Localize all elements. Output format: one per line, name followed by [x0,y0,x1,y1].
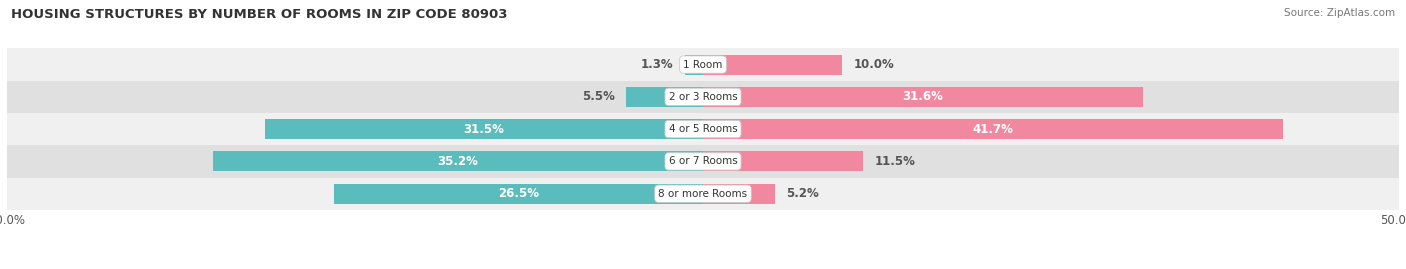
Text: HOUSING STRUCTURES BY NUMBER OF ROOMS IN ZIP CODE 80903: HOUSING STRUCTURES BY NUMBER OF ROOMS IN… [11,8,508,21]
Bar [214,151,703,171]
Text: 41.7%: 41.7% [973,123,1014,136]
Bar [264,119,703,139]
Bar [703,151,863,171]
Text: 5.5%: 5.5% [582,90,616,103]
Text: 2 or 3 Rooms: 2 or 3 Rooms [669,92,737,102]
Bar [7,81,1399,113]
Bar [703,184,775,204]
Bar [703,87,1143,107]
Text: 11.5%: 11.5% [875,155,915,168]
Text: 31.5%: 31.5% [464,123,505,136]
Bar [7,145,1399,178]
Bar [703,119,1284,139]
Text: 4 or 5 Rooms: 4 or 5 Rooms [669,124,737,134]
Bar [627,87,703,107]
Text: 1 Room: 1 Room [683,59,723,70]
Text: 26.5%: 26.5% [498,187,538,200]
Text: 6 or 7 Rooms: 6 or 7 Rooms [669,156,737,167]
Bar [7,48,1399,81]
Text: 5.2%: 5.2% [786,187,820,200]
Bar [7,113,1399,145]
Text: Source: ZipAtlas.com: Source: ZipAtlas.com [1284,8,1395,18]
Text: 10.0%: 10.0% [853,58,894,71]
Bar [685,55,703,75]
Text: 8 or more Rooms: 8 or more Rooms [658,189,748,199]
Text: 31.6%: 31.6% [903,90,943,103]
Text: 35.2%: 35.2% [437,155,478,168]
Bar [703,55,842,75]
Bar [7,178,1399,210]
Text: 1.3%: 1.3% [641,58,673,71]
Bar [335,184,703,204]
